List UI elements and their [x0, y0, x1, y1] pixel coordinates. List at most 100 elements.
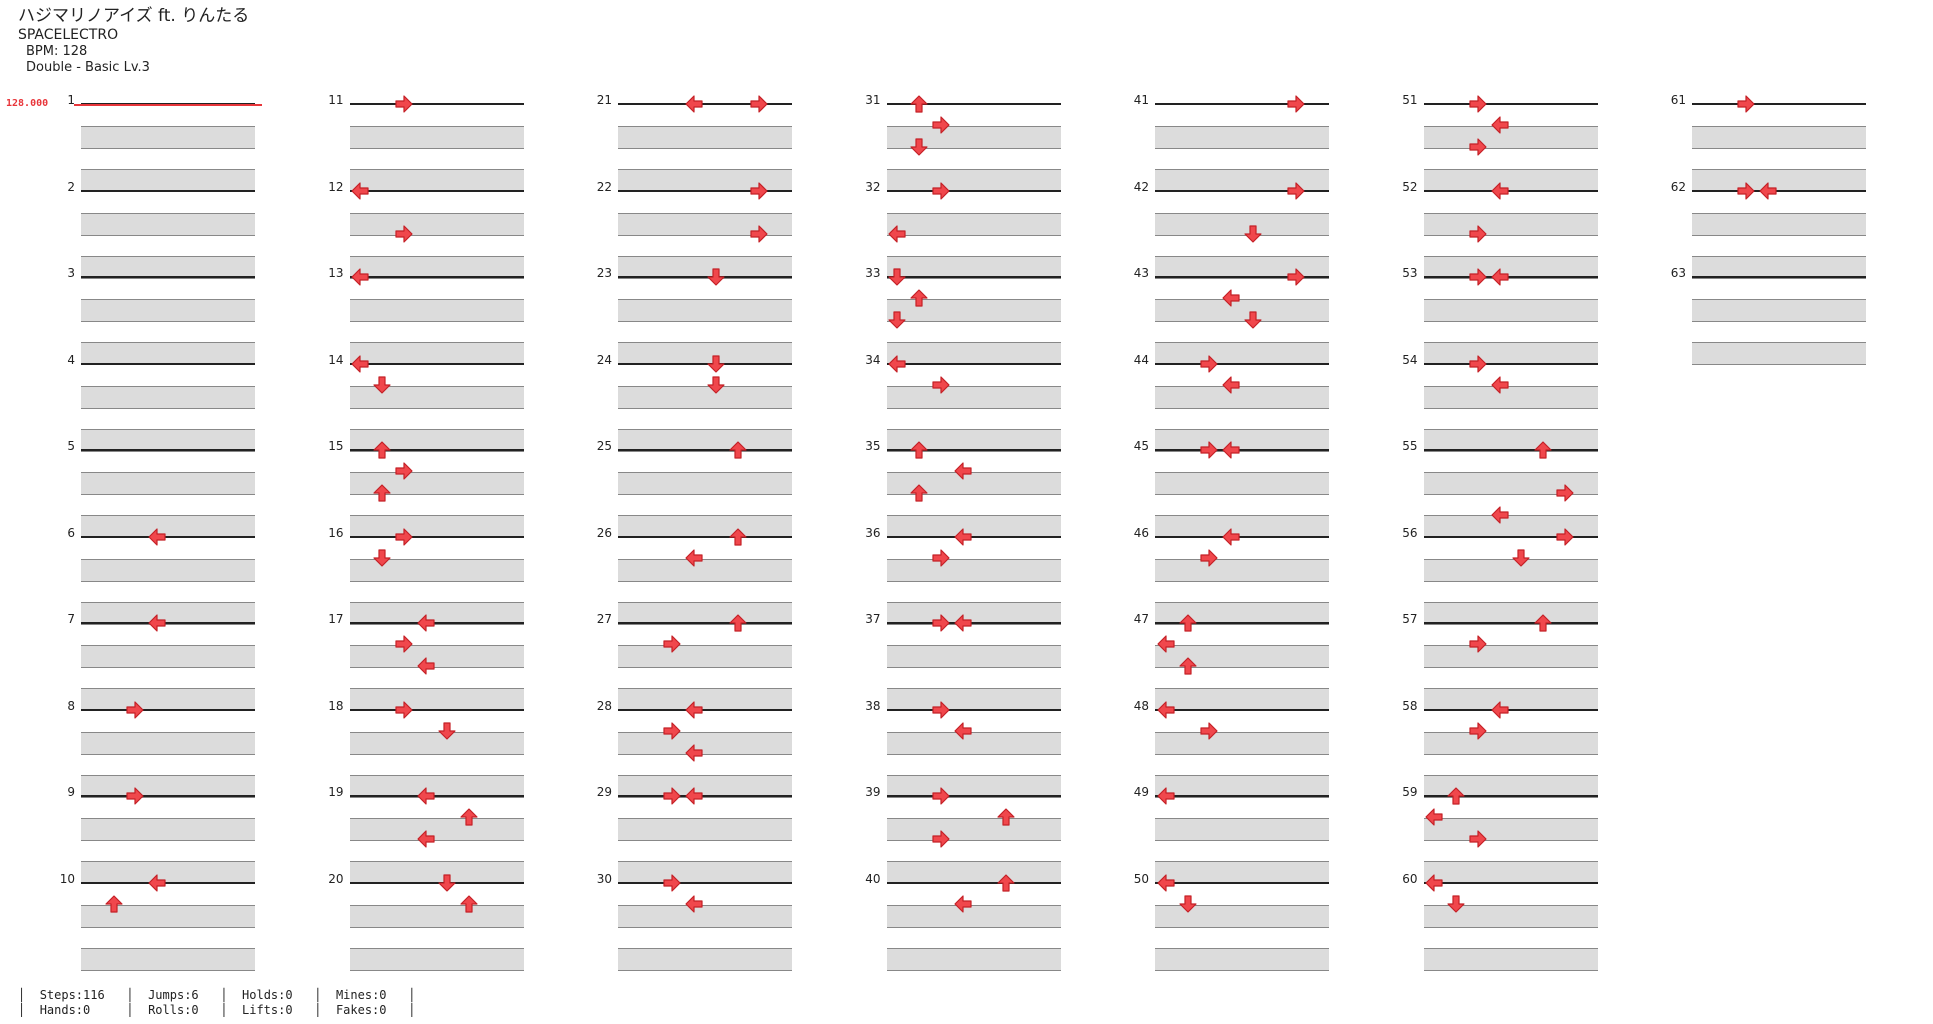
measure-line — [81, 622, 255, 624]
measure-number: 9 — [67, 785, 75, 799]
measure-line — [1423, 795, 1598, 797]
measure-band — [618, 342, 792, 365]
measure-number: 46 — [1133, 525, 1149, 540]
measure-band — [1423, 947, 1598, 971]
arrow-right-icon — [126, 700, 144, 719]
arrow-up-icon — [910, 484, 928, 502]
arrow-down-icon — [707, 375, 725, 394]
measure-line — [349, 535, 524, 538]
measure-number: 14 — [328, 352, 344, 367]
difficulty-info: Double - Basic Lv.3 — [26, 60, 150, 75]
measure-band — [349, 169, 524, 192]
arrow-right-icon — [1556, 484, 1574, 502]
measure-line — [886, 362, 1061, 365]
measure-band — [1423, 126, 1598, 149]
measure-band — [618, 126, 792, 149]
measure-band — [81, 601, 255, 625]
arrow-left-icon — [1157, 873, 1175, 892]
measure-line — [1155, 276, 1329, 278]
measure-band — [618, 169, 792, 192]
measure-number: 8 — [67, 698, 75, 713]
measure-number: 21 — [596, 93, 612, 107]
arrow-left-icon — [954, 527, 972, 546]
measure-line — [349, 276, 524, 278]
arrow-left-icon — [1222, 441, 1240, 459]
arrow-left-icon — [1222, 375, 1240, 394]
arrow-up-icon — [1179, 657, 1197, 675]
arrow-down-icon — [707, 268, 725, 286]
measure-line — [1423, 535, 1598, 538]
arrow-up-icon — [997, 873, 1015, 892]
measure-number: 45 — [1133, 439, 1149, 453]
measure-band — [349, 645, 524, 668]
arrow-right-icon — [1469, 138, 1487, 156]
measure-number: 10 — [59, 871, 75, 886]
measure-band — [1155, 904, 1329, 928]
measure-line — [886, 795, 1061, 797]
song-title: ハジマリノアイズ ft. りんたる — [18, 6, 250, 26]
measure-line — [81, 189, 255, 192]
measure-number: 39 — [865, 785, 881, 799]
measure-line — [886, 622, 1061, 624]
measure-band — [1155, 342, 1329, 365]
arrow-right-icon — [932, 787, 950, 805]
stat-steps: Steps:116 — [39, 988, 105, 1002]
arrow-right-icon — [932, 830, 950, 848]
measure-band — [618, 472, 792, 495]
arrow-left-icon — [351, 181, 369, 200]
measure-line — [81, 449, 255, 451]
measure-number: 6 — [67, 525, 75, 540]
measure-band — [81, 126, 255, 149]
arrow-right-icon — [750, 181, 768, 200]
measure-band — [618, 861, 792, 884]
measure-band — [618, 645, 792, 668]
measure-number: 16 — [328, 525, 344, 540]
arrow-left-icon — [954, 614, 972, 632]
measure-number: 20 — [328, 871, 344, 886]
arrow-left-icon — [954, 721, 972, 740]
arrow-left-icon — [351, 354, 369, 373]
measure-number: 2 — [67, 179, 75, 194]
measure-line — [886, 881, 1061, 884]
measure-band — [618, 385, 792, 409]
measure-number: 30 — [596, 871, 612, 886]
arrow-down-icon — [1179, 894, 1197, 913]
measure-number: 12 — [328, 179, 344, 194]
arrow-left-icon — [417, 657, 435, 675]
measure-number: 36 — [865, 525, 881, 540]
measure-line — [1155, 795, 1329, 797]
measure-number: 54 — [1402, 352, 1418, 367]
measure-number: 17 — [328, 612, 344, 626]
arrow-left-icon — [954, 894, 972, 913]
arrow-right-icon — [395, 462, 413, 480]
measure-line — [886, 189, 1061, 192]
arrow-left-icon — [1491, 505, 1509, 524]
arrow-left-icon — [417, 830, 435, 848]
arrow-up-icon — [105, 894, 123, 913]
measure-band — [1423, 342, 1598, 365]
measure-number: 57 — [1402, 612, 1418, 626]
arrow-right-icon — [1737, 181, 1755, 200]
measure-band — [1155, 731, 1329, 755]
measure-band — [349, 428, 524, 452]
measure-band — [1423, 428, 1598, 452]
measure-number: 51 — [1402, 93, 1418, 107]
arrow-up-icon — [910, 441, 928, 459]
arrow-right-icon — [1469, 354, 1487, 373]
measure-band — [349, 818, 524, 841]
measure-line — [1155, 103, 1329, 105]
measure-number: 55 — [1402, 439, 1418, 453]
measure-line — [886, 708, 1061, 711]
arrow-left-icon — [1491, 268, 1509, 286]
measure-band — [81, 861, 255, 884]
measure-band — [886, 472, 1061, 495]
measure-band — [886, 558, 1061, 582]
measure-line — [349, 881, 524, 884]
measure-band — [349, 558, 524, 582]
stat-jumps: Jumps:6 — [148, 988, 199, 1002]
measure-band — [618, 255, 792, 279]
arrow-left-icon — [685, 700, 703, 719]
arrow-down-icon — [373, 548, 391, 567]
measure-band — [1423, 385, 1598, 409]
measure-band — [1423, 472, 1598, 495]
